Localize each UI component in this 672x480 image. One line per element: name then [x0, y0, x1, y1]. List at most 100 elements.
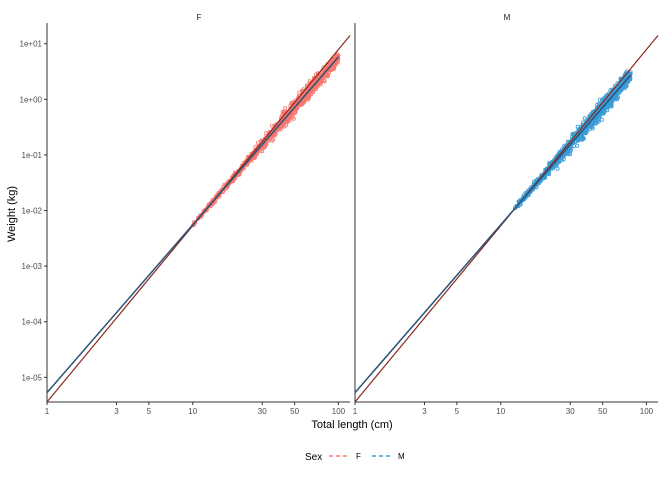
data-point: [625, 76, 630, 81]
data-point: [610, 98, 615, 103]
x-tick-label: 30: [258, 407, 267, 416]
y-tick-label: 1e-05: [22, 373, 43, 382]
y-tick-label: 1e-03: [22, 262, 43, 271]
data-point: [579, 133, 584, 138]
data-point: [218, 190, 223, 195]
data-point: [271, 137, 276, 142]
panel-f: [46, 23, 351, 403]
data-point: [613, 95, 618, 100]
data-point: [287, 118, 292, 123]
x-tick-label: 10: [496, 407, 505, 416]
data-point: [291, 116, 296, 121]
panel-m: [354, 23, 659, 403]
data-point: [616, 95, 621, 100]
strip-label-f: F: [197, 13, 202, 22]
data-point: [261, 144, 266, 149]
data-point: [581, 120, 586, 125]
data-point: [602, 103, 607, 108]
x-tick-label: 1: [45, 407, 50, 416]
data-point: [326, 74, 331, 79]
x-axis-title: Total length (cm): [311, 419, 392, 431]
y-axis: 1e-05 1e-04 1e-03 1e-02 1e-01 1e+00 1e+01: [20, 40, 47, 382]
y-tick-label: 1e-04: [22, 318, 43, 327]
data-point: [514, 204, 519, 209]
data-point: [292, 111, 297, 116]
y-tick-label: 1e+00: [20, 95, 43, 104]
data-point: [568, 152, 573, 157]
data-point: [565, 148, 570, 153]
strip-label-m: M: [504, 13, 511, 22]
y-tick-label: 1e-02: [22, 207, 43, 216]
data-point: [256, 140, 261, 145]
data-point: [575, 124, 580, 129]
x-tick-label: 3: [114, 407, 119, 416]
data-point: [575, 143, 580, 148]
data-point: [605, 94, 610, 99]
data-point: [283, 106, 288, 111]
data-point: [260, 149, 265, 154]
data-point: [334, 60, 339, 65]
x-tick-label: 3: [422, 407, 427, 416]
y-tick-label: 1e-01: [22, 151, 43, 160]
data-point: [315, 76, 320, 81]
x-tick-label: 1: [353, 407, 358, 416]
data-point: [319, 74, 324, 79]
x-axis-m: 1 3 5 10 30 50 100: [353, 402, 654, 416]
data-point: [290, 102, 295, 107]
y-axis-title: Weight (kg): [6, 186, 18, 242]
data-point: [596, 115, 601, 120]
data-point: [264, 141, 269, 146]
data-point: [309, 80, 314, 85]
data-point: [585, 123, 590, 128]
x-tick-label: 50: [598, 407, 607, 416]
fit-line-1: [354, 74, 632, 394]
y-tick-label: 1e+01: [20, 40, 43, 49]
data-point: [587, 127, 592, 132]
data-point: [559, 155, 564, 160]
legend-label-m: M: [398, 452, 405, 461]
data-point: [598, 103, 603, 108]
legend-label-f: F: [356, 452, 361, 461]
data-point: [283, 123, 288, 128]
data-point: [237, 172, 242, 177]
data-point: [202, 209, 207, 214]
x-tick-label: 10: [188, 407, 197, 416]
data-point: [556, 159, 561, 164]
data-point: [586, 118, 591, 123]
data-point: [285, 119, 290, 124]
data-point: [608, 100, 613, 105]
data-point: [598, 102, 603, 107]
strip-f: F: [197, 13, 202, 22]
x-tick-label: 50: [290, 407, 299, 416]
data-point: [600, 117, 605, 122]
data-point: [568, 148, 573, 153]
data-point: [313, 86, 318, 91]
data-point: [575, 131, 580, 136]
legend-title: Sex: [305, 452, 322, 463]
data-point: [583, 129, 588, 134]
data-point: [605, 108, 610, 113]
data-point: [627, 73, 632, 78]
x-tick-label: 5: [455, 407, 460, 416]
x-tick-label: 30: [566, 407, 575, 416]
data-point: [273, 131, 278, 136]
fit-line-0: [46, 56, 340, 394]
data-point: [306, 97, 311, 102]
data-point: [594, 121, 599, 126]
data-point: [555, 166, 560, 171]
data-point: [253, 144, 258, 149]
data-point: [595, 111, 600, 116]
strip-m: M: [504, 13, 511, 22]
x-tick-label: 5: [147, 407, 152, 416]
data-point: [313, 81, 318, 86]
data-point: [582, 116, 587, 121]
x-tick-label: 100: [332, 407, 346, 416]
data-point: [273, 126, 278, 131]
x-axis-f: 1 3 5 10 30 50 100: [45, 402, 346, 416]
data-point: [258, 148, 263, 153]
data-point: [588, 124, 593, 129]
x-tick-label: 100: [640, 407, 654, 416]
data-point: [579, 134, 584, 139]
legend: Sex F M: [305, 452, 405, 463]
